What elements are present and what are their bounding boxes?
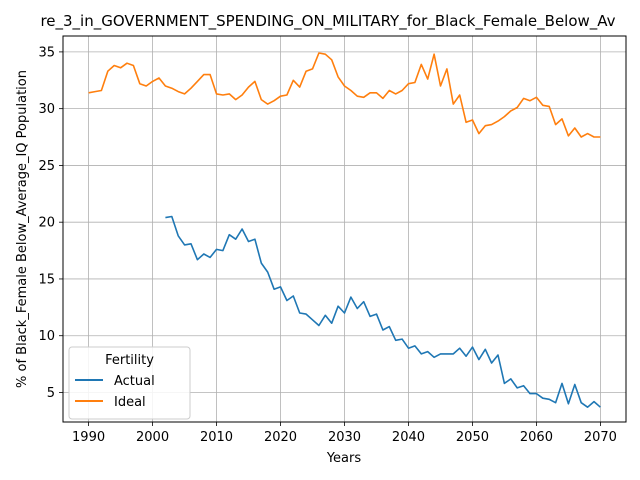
x-tick-label: 2050 xyxy=(456,430,489,445)
y-tick-label: 15 xyxy=(38,272,55,287)
x-tick-label: 2000 xyxy=(136,430,169,445)
chart-title: re_3_in_GOVERNMENT_SPENDING_ON_MILITARY_… xyxy=(40,12,615,31)
series-line-actual xyxy=(165,215,601,409)
grid-lines xyxy=(63,36,626,422)
x-tick-label: 2030 xyxy=(328,430,361,445)
y-tick-label: 35 xyxy=(38,45,55,60)
x-tick-label: 2040 xyxy=(392,430,425,445)
y-tick-label: 5 xyxy=(47,386,55,401)
y-axis-label: % of Black_Female Below_Average_IQ Popul… xyxy=(15,70,30,388)
legend-label-ideal: Ideal xyxy=(114,395,146,410)
legend-label-actual: Actual xyxy=(114,374,155,389)
y-tick-label: 20 xyxy=(38,216,55,231)
y-tick-label: 10 xyxy=(38,329,55,344)
y-tick-label: 25 xyxy=(38,159,55,174)
legend-title: Fertility xyxy=(105,353,154,368)
axis-ticks: 1990 2000 2010 2020 2030 2040 2050 2060 20705101… xyxy=(38,45,617,445)
x-tick-label: 2010 xyxy=(200,430,233,445)
y-tick-label: 30 xyxy=(38,102,55,117)
x-tick-label: 2060 xyxy=(520,430,553,445)
x-tick-label: 2070 xyxy=(584,430,617,445)
x-tick-label: 2020 xyxy=(264,430,297,445)
series-line-ideal xyxy=(88,52,601,138)
series-lines xyxy=(88,52,601,409)
x-tick-label: 1990 xyxy=(72,430,105,445)
legend: Fertility Actual Ideal xyxy=(68,346,191,420)
x-axis-label: Years xyxy=(326,451,362,466)
